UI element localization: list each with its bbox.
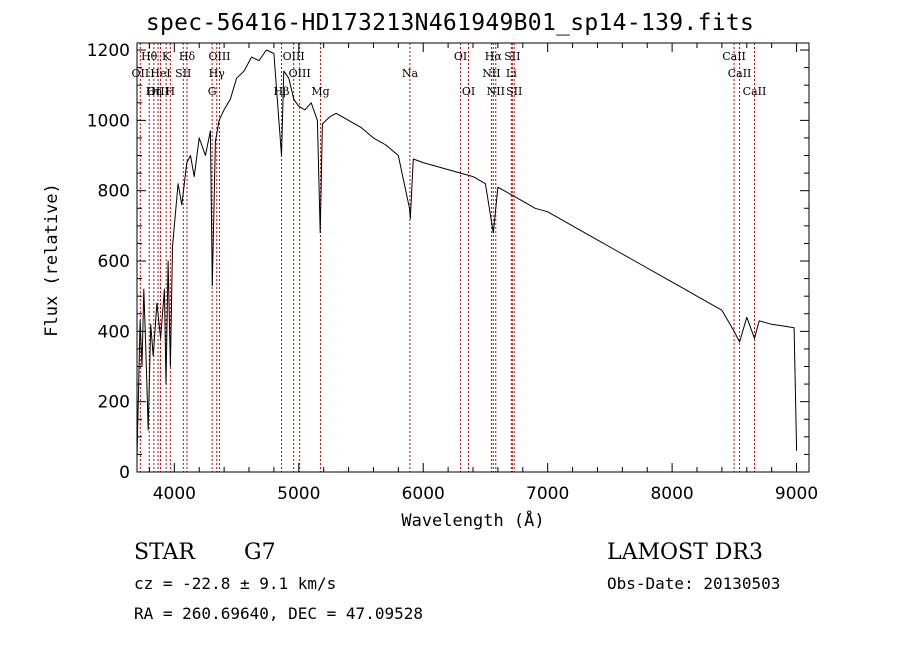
x-tick-label-4: 8000	[650, 484, 693, 504]
plot-frame	[136, 42, 810, 473]
y-tick-label-5: 1000	[87, 111, 130, 131]
line-label-11: SII	[175, 67, 191, 80]
x-tick-label-3: 7000	[526, 484, 569, 504]
line-label-24: OI	[462, 85, 475, 98]
line-label-8: CaII	[722, 50, 746, 63]
chart-title: spec-56416-HD173213N461949B01_sp14-139.f…	[145, 10, 755, 36]
observation-date: Obs-Date: 20130503	[607, 574, 781, 593]
line-label-5: OI	[454, 50, 467, 63]
spectrum-series	[136, 49, 798, 458]
line-label-17: CaII	[728, 67, 752, 80]
line-label-0: Hθ	[141, 50, 158, 63]
line-label-23: Mg	[311, 85, 329, 98]
line-label-3: OIII	[208, 50, 230, 63]
line-label-15: NII	[482, 67, 500, 80]
line-label-1: K	[162, 50, 171, 63]
line-label-10: HeI	[150, 67, 170, 80]
spectrum-line	[136, 49, 798, 458]
object-class: STAR	[134, 540, 195, 565]
y-tick-label-4: 800	[98, 182, 130, 202]
coordinates-readout: RA = 260.69640, DEC = 47.09528	[134, 604, 423, 623]
survey-name: LAMOST DR3	[607, 540, 763, 565]
x-axis-label: Wavelength (Å)	[401, 511, 545, 531]
line-label-4: OIII	[283, 50, 305, 63]
x-tick-label-2: 6000	[402, 484, 445, 504]
axis-ticks: 4000 5000 6000 7000 8000 9000 0 200 400 600 800 100…	[87, 41, 818, 504]
line-label-22: Hβ	[274, 85, 290, 98]
line-label-6: Hα	[485, 50, 503, 63]
y-axis-label: Flux (relative)	[42, 183, 62, 337]
y-tick-label-0: 0	[119, 463, 130, 483]
line-label-21: G	[208, 85, 217, 98]
line-label-26: SII	[506, 85, 522, 98]
redshift-readout: cz = -22.8 ± 9.1 km/s	[134, 574, 337, 593]
line-label-9: OII	[132, 67, 150, 80]
line-label-18: OIII	[147, 85, 169, 98]
line-label-14: Na	[402, 67, 419, 80]
spectral-subclass: G7	[244, 540, 276, 565]
line-label-20: H	[166, 85, 176, 98]
y-tick-label-1: 200	[98, 393, 130, 413]
line-label-25: NII	[487, 85, 505, 98]
line-label-7: SII	[504, 50, 520, 63]
line-label-19: Hη	[146, 85, 162, 98]
y-tick-label-6: 1200	[87, 41, 130, 61]
line-label-13: OIII	[289, 67, 311, 80]
line-label-27: CaII	[743, 85, 767, 98]
line-label-16: Li	[506, 67, 517, 80]
line-label-2: Hδ	[179, 50, 196, 63]
x-tick-label-1: 5000	[277, 484, 320, 504]
y-tick-label-3: 600	[98, 252, 130, 272]
emission-line-markers	[139, 43, 755, 472]
x-tick-label-0: 4000	[153, 484, 196, 504]
y-tick-label-2: 400	[98, 322, 130, 342]
line-label-12: Hγ	[209, 67, 226, 80]
x-tick-label-5: 9000	[775, 484, 818, 504]
